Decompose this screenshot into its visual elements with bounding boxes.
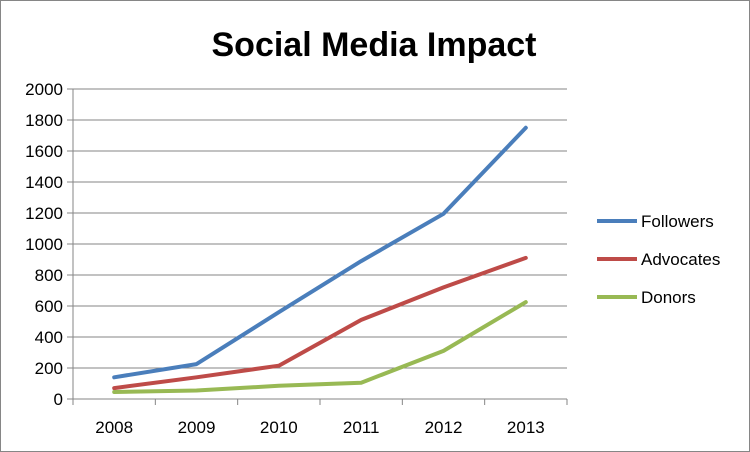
- legend-label: Donors: [641, 288, 696, 307]
- y-tick-label: 2000: [25, 80, 63, 99]
- y-tick-label: 600: [35, 297, 63, 316]
- axes: [67, 88, 568, 405]
- y-tick-label: 1800: [25, 111, 63, 130]
- chart-title: Social Media Impact: [212, 26, 537, 64]
- legend-item-followers: Followers: [597, 212, 714, 231]
- x-tick-label: 2010: [260, 418, 298, 437]
- x-tick-label: 2011: [343, 418, 380, 437]
- legend-item-advocates: Advocates: [597, 250, 720, 269]
- y-tick-label: 200: [35, 359, 63, 378]
- series-lines: [112, 125, 528, 394]
- x-tick-label: 2013: [507, 418, 545, 437]
- y-tick-label: 800: [35, 266, 63, 285]
- x-tick-label: 2012: [425, 418, 463, 437]
- y-tick-label: 1400: [25, 173, 63, 192]
- y-tick-label: 1200: [25, 204, 63, 223]
- x-tick-label: 2009: [178, 418, 216, 437]
- x-tick-label: 2008: [95, 418, 133, 437]
- y-tick-label: 0: [54, 390, 63, 409]
- series-line-advocates: [112, 255, 528, 391]
- tick-labels: 0 200 400 600 800 1000 1200 1400 1600 1800 2000 200…: [25, 80, 545, 437]
- gridlines: [73, 88, 567, 369]
- legend-item-donors: Donors: [597, 288, 696, 307]
- y-tick-label: 1000: [25, 235, 63, 254]
- legend: Followers Advocates Donors: [597, 212, 720, 307]
- legend-label: Advocates: [641, 250, 720, 269]
- legend-label: Followers: [641, 212, 714, 231]
- y-tick-label: 400: [35, 328, 63, 347]
- series-line-donors: [112, 300, 528, 394]
- series-line-followers: [112, 125, 528, 380]
- y-tick-label: 1600: [25, 142, 63, 161]
